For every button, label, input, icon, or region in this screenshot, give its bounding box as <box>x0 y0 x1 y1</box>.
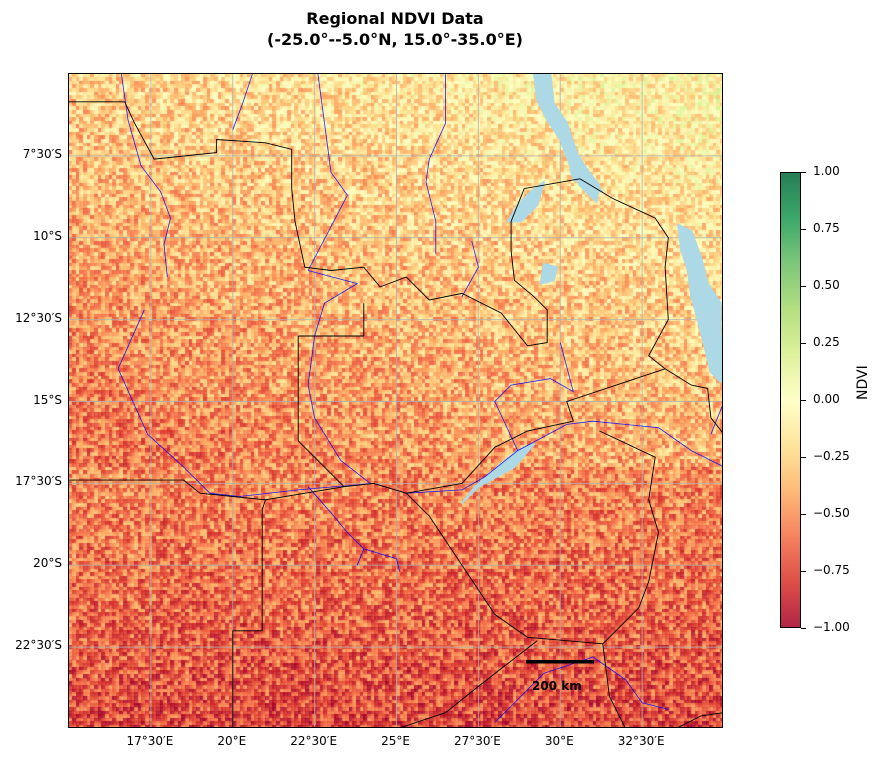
lon-tick-label: 17°30′E <box>126 734 174 748</box>
colorbar-tick-mark <box>801 343 806 344</box>
scale-bar-line <box>526 660 594 664</box>
country-border <box>69 101 580 347</box>
lake <box>539 263 558 285</box>
river <box>121 74 171 278</box>
lon-tick-label: 30°E <box>544 734 574 748</box>
colorbar-tick-mark <box>801 286 806 287</box>
colorbar-tick-label: 0.50 <box>813 278 840 292</box>
river <box>425 74 447 255</box>
lat-tick-label: 10°S <box>33 228 62 243</box>
lake <box>677 223 722 383</box>
lake <box>569 168 604 193</box>
chart-title: Regional NDVI Data (-25.0°--5.0°N, 15.0°… <box>0 8 790 50</box>
colorbar-tick-label: −1.00 <box>813 620 850 634</box>
colorbar-tick-mark <box>801 172 806 173</box>
river <box>494 342 574 451</box>
river <box>117 309 722 497</box>
colorbar-tick-mark <box>801 514 806 515</box>
title-line-2: (-25.0°--5.0°N, 15.0°-35.0°E) <box>267 30 523 49</box>
scale-bar <box>526 660 594 664</box>
river <box>494 656 669 723</box>
colorbar-label: NDVI <box>855 365 871 400</box>
lon-tick-label: 20°E <box>217 734 247 748</box>
map-overlay <box>69 74 722 727</box>
colorbar-tick-mark <box>801 571 806 572</box>
river <box>307 270 371 484</box>
river <box>710 405 722 435</box>
colorbar-tick-label: 0.75 <box>813 221 840 235</box>
rivers <box>117 74 722 723</box>
country-border <box>69 479 266 501</box>
scale-bar-label: 200 km <box>532 679 582 693</box>
lon-tick-label: 22°30′E <box>290 734 338 748</box>
lake <box>461 443 535 504</box>
colorbar-tick-mark <box>801 628 806 629</box>
gridlines <box>69 74 722 727</box>
colorbar-tick-mark <box>801 400 806 401</box>
river <box>307 486 401 572</box>
country-border <box>401 640 538 727</box>
colorbar-tick-label: 1.00 <box>813 164 840 178</box>
country-border <box>405 430 659 645</box>
river <box>356 548 365 566</box>
lat-tick-label: 22°30′S <box>15 638 62 653</box>
colorbar-tick-label: −0.25 <box>813 449 850 463</box>
river <box>232 74 253 130</box>
country-border <box>297 336 345 488</box>
country-border <box>664 368 722 433</box>
map-panel[interactable] <box>68 73 723 728</box>
colorbar <box>780 172 801 628</box>
lat-tick-label: 7°30′S <box>22 146 62 161</box>
river <box>461 240 479 297</box>
country-border <box>232 178 669 727</box>
country-border <box>602 643 626 727</box>
lat-tick-label: 12°30′S <box>15 310 62 325</box>
colorbar-tick-label: 0.25 <box>813 335 840 349</box>
lon-tick-label: 27°30′E <box>453 734 501 748</box>
lon-tick-label: 32°30′E <box>617 734 665 748</box>
colorbar-tick-label: −0.50 <box>813 506 850 520</box>
colorbar-tick-mark <box>801 457 806 458</box>
colorbar-tick-label: 0.00 <box>813 392 840 406</box>
title-line-1: Regional NDVI Data <box>306 9 484 28</box>
lat-tick-label: 17°30′S <box>15 474 62 489</box>
lat-tick-label: 20°S <box>33 556 62 571</box>
river <box>307 74 348 271</box>
colorbar-tick-mark <box>801 229 806 230</box>
colorbar-tick-label: −0.75 <box>813 563 850 577</box>
lake <box>533 74 601 203</box>
ndvi-raster <box>69 74 722 727</box>
country-borders <box>69 101 722 727</box>
country-border <box>298 303 365 337</box>
lat-tick-label: 15°S <box>33 392 62 407</box>
lon-tick-label: 25°E <box>381 734 410 748</box>
lakes <box>461 74 722 504</box>
country-border <box>677 712 722 727</box>
